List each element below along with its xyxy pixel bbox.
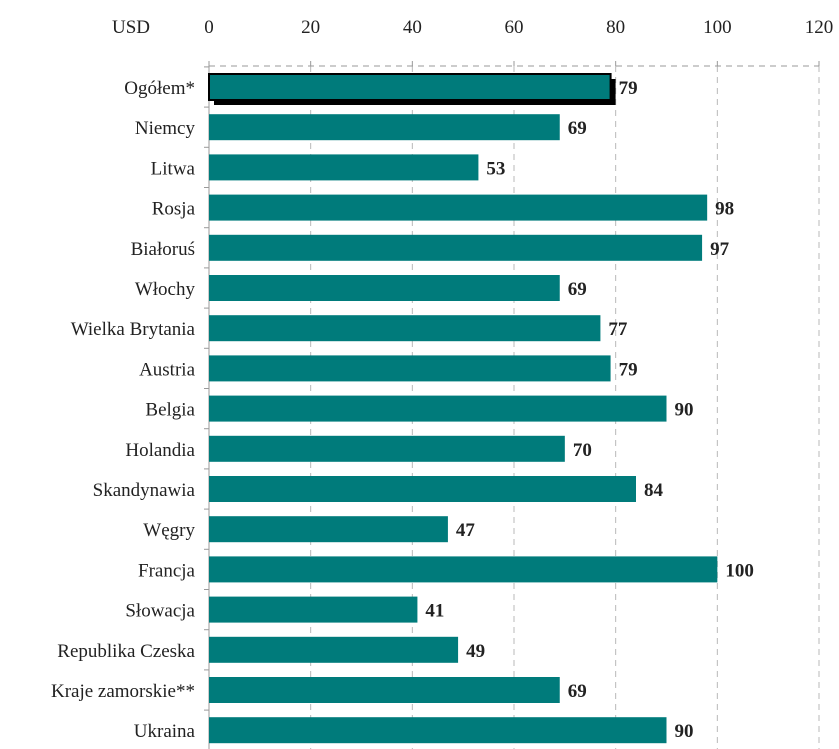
bar: [209, 717, 667, 744]
bar: [209, 516, 448, 543]
category-label: Belgia: [145, 400, 195, 421]
bar: [209, 234, 703, 261]
value-label: 70: [573, 440, 592, 461]
value-label: 77: [608, 319, 628, 340]
bar: [209, 556, 718, 583]
category-label: Holandia: [125, 440, 195, 461]
x-tick-label: 120: [805, 17, 834, 38]
category-label: Francja: [138, 560, 196, 581]
bar: [209, 636, 459, 663]
bar: [209, 194, 708, 221]
value-label: 69: [568, 279, 587, 300]
value-labels: 79 69 53 98 97 69 77 79 90 70 84 47 100 41 49 69 90: [425, 78, 753, 742]
value-label: 98: [715, 199, 734, 220]
category-label: Wielka Brytania: [71, 319, 196, 340]
x-tick-label: 0: [204, 17, 214, 38]
x-tick-label: 20: [301, 17, 320, 38]
value-label: 47: [456, 520, 476, 541]
category-label: Rosja: [152, 199, 196, 220]
bars: [208, 73, 718, 744]
value-label: 79: [619, 359, 638, 380]
category-label: Kraje zamorskie**: [51, 681, 195, 702]
value-label: 41: [425, 601, 444, 622]
category-label: Włochy: [135, 279, 196, 300]
x-tick-label: 40: [403, 17, 422, 38]
value-label: 53: [486, 158, 505, 179]
unit-label: USD: [112, 17, 150, 38]
bar: [208, 73, 612, 101]
category-label: Republika Czeska: [57, 641, 195, 662]
value-label: 90: [675, 400, 694, 421]
bar: [209, 275, 560, 301]
bar: [209, 677, 560, 703]
bar: [209, 355, 611, 382]
value-label: 100: [725, 560, 754, 581]
value-label: 49: [466, 641, 485, 662]
category-labels: Ogółem* Niemcy Litwa Rosja Białoruś Włochy Wie…: [51, 78, 196, 742]
category-label: Słowacja: [125, 601, 195, 622]
x-axis-ticks: 0 20 40 60 80 100 120: [204, 17, 833, 66]
bar: [209, 395, 667, 422]
category-label: Austria: [139, 359, 196, 380]
category-label: Litwa: [151, 158, 196, 179]
category-label: Ogółem*: [124, 78, 195, 99]
bar: [209, 476, 636, 502]
value-label: 84: [644, 480, 664, 501]
value-label: 69: [568, 681, 587, 702]
category-label: Skandynawia: [93, 480, 196, 501]
value-label: 79: [619, 78, 638, 99]
x-tick-label: 60: [505, 17, 524, 38]
value-label: 90: [675, 721, 694, 742]
category-label: Ukraina: [134, 721, 196, 742]
category-label: Węgry: [143, 520, 195, 541]
category-label: Białoruś: [131, 239, 195, 260]
x-tick-label: 100: [703, 17, 732, 38]
value-label: 97: [710, 239, 730, 260]
category-label: Niemcy: [135, 118, 196, 139]
x-tick-label: 80: [606, 17, 625, 38]
bar: [209, 315, 601, 342]
bar: [209, 154, 479, 181]
value-label: 69: [568, 118, 587, 139]
bar: [209, 435, 565, 462]
bar: [209, 114, 560, 141]
bar: [209, 596, 418, 623]
